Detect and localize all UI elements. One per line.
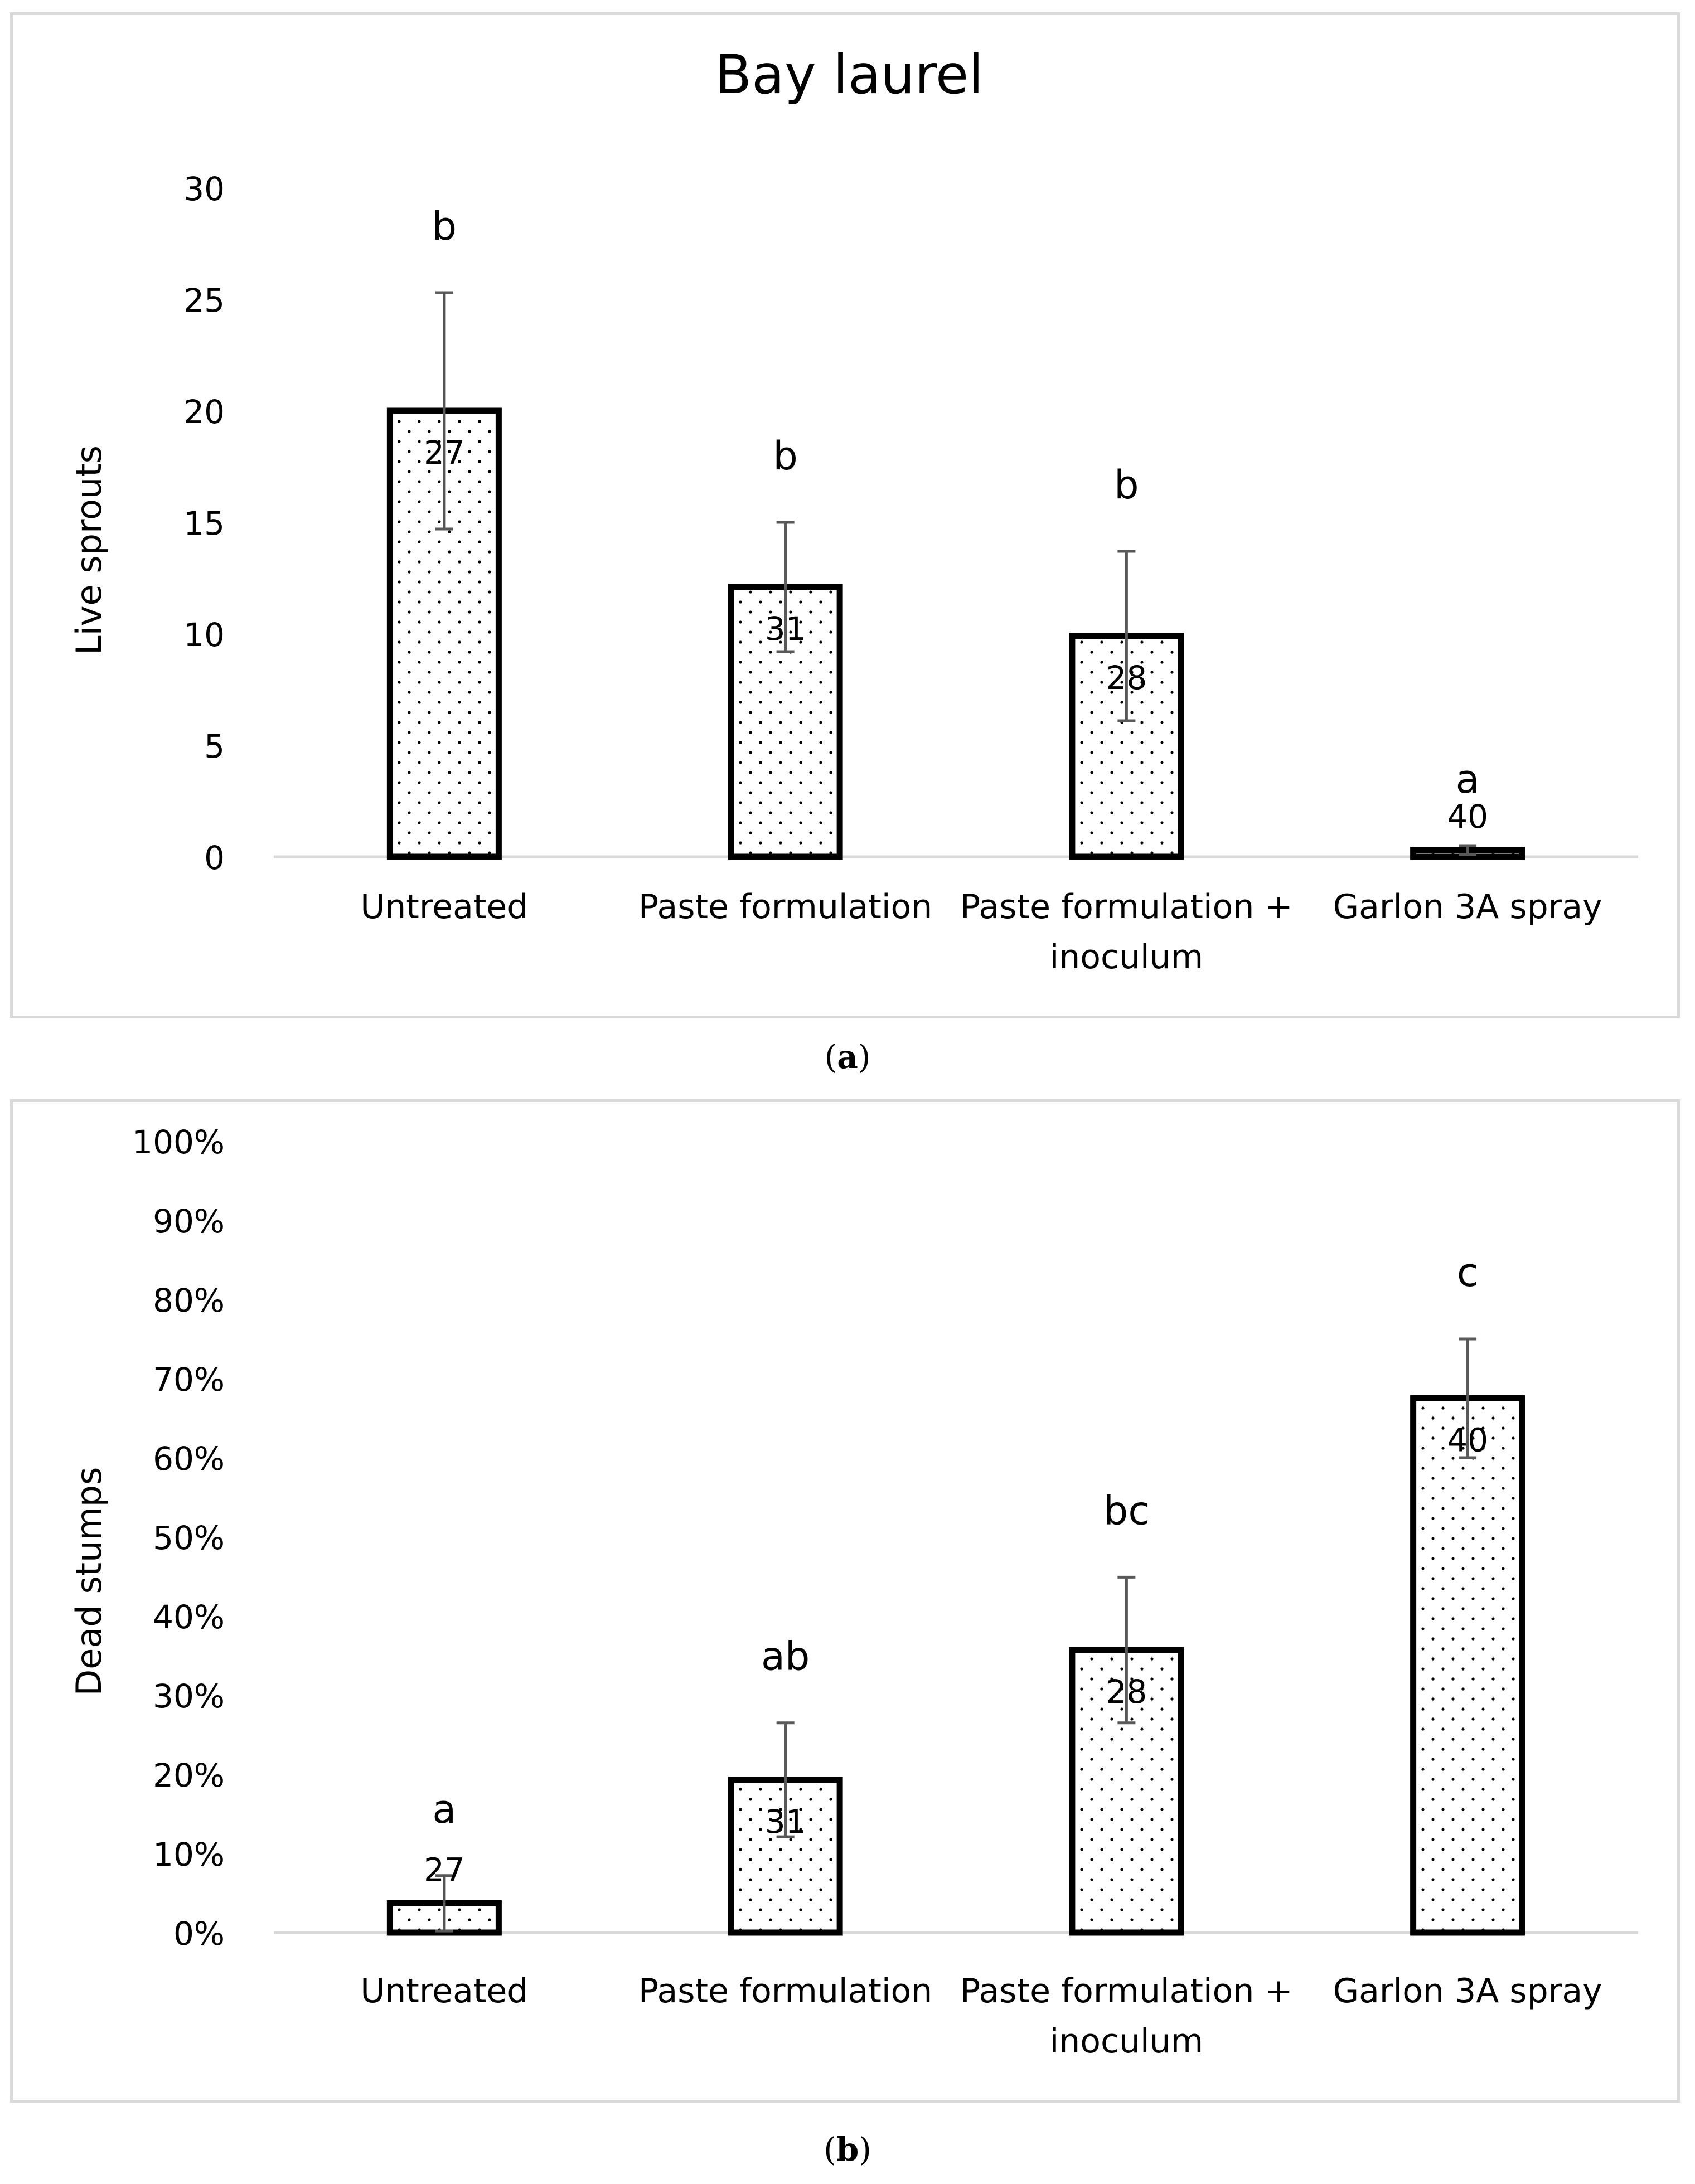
y-tick-label: 20%: [153, 1756, 225, 1794]
y-tick-label: 30%: [153, 1677, 225, 1715]
significance-letter: b: [432, 203, 457, 249]
sample-size-label: 27: [424, 1851, 465, 1889]
sample-size-label: 31: [765, 610, 806, 648]
x-tick-label: Garlon 3A spray: [1333, 887, 1602, 926]
chart-b-svg: Dead stumps 0% 10% 20% 30% 40% 50% 60% 70% 80% 90%…: [69, 1123, 1638, 2061]
sample-size-label: 27: [424, 434, 465, 472]
bar: [728, 1777, 843, 1936]
significance-letter: b: [1114, 462, 1139, 508]
sample-size-label: 40: [1447, 798, 1488, 836]
y-tick-label: 0: [204, 839, 225, 877]
y-tick-label: 20: [183, 393, 225, 431]
significance-letter: a: [432, 1787, 456, 1832]
y-tick-label: 25: [183, 282, 225, 319]
sample-size-label: 31: [765, 1803, 806, 1841]
y-tick-label: 40%: [153, 1598, 225, 1636]
x-tick-label: Garlon 3A spray: [1333, 1972, 1602, 2011]
y-tick-label: 5: [204, 727, 225, 765]
x-tick-label: inoculum: [1050, 2022, 1204, 2061]
chart-title: Bay laurel: [715, 43, 983, 106]
chart-panel-b: Dead stumps 0% 10% 20% 30% 40% 50% 60% 70% 80% 90%…: [10, 1099, 1680, 2103]
y-tick-label: 10: [183, 616, 225, 654]
sample-size-label: 28: [1106, 1673, 1147, 1711]
chart-panel-a: Bay laurel Live sprouts 0 5 10 15 20 25 30 27 b Unt…: [10, 12, 1680, 1018]
y-axis-label: Dead stumps: [69, 1467, 109, 1696]
y-tick-label: 30: [183, 170, 225, 208]
significance-letter: a: [1456, 756, 1480, 802]
y-tick-label: 50%: [153, 1519, 225, 1557]
y-tick-label: 70%: [153, 1361, 225, 1399]
x-tick-label: Untreated: [360, 1972, 528, 2011]
y-tick-label: 0%: [173, 1915, 225, 1953]
y-tick-label: 100%: [132, 1123, 225, 1161]
x-tick-label: Paste formulation +: [960, 1972, 1293, 2011]
y-tick-label: 60%: [153, 1440, 225, 1478]
x-tick-label: Untreated: [360, 887, 528, 926]
sample-size-label: 40: [1447, 1421, 1488, 1459]
significance-letter: b: [773, 433, 797, 479]
y-axis-label: Live sprouts: [69, 445, 109, 655]
x-tick-label: inoculum: [1050, 938, 1204, 977]
y-tick-label: 90%: [153, 1202, 225, 1240]
y-tick-label: 80%: [153, 1282, 225, 1319]
significance-letter: c: [1457, 1250, 1479, 1295]
y-tick-label: 15: [183, 504, 225, 542]
significance-letter: bc: [1103, 1488, 1150, 1533]
x-tick-label: Paste formulation: [638, 887, 932, 926]
caption-a: (a): [824, 1038, 871, 1076]
x-tick-label: Paste formulation +: [960, 887, 1293, 926]
bar: [1410, 1395, 1526, 1936]
x-tick-label: Paste formulation: [638, 1972, 932, 2011]
chart-a-svg: Bay laurel Live sprouts 0 5 10 15 20 25 30 27 b Unt…: [69, 43, 1638, 977]
y-tick-label: 10%: [153, 1836, 225, 1874]
significance-letter: ab: [761, 1634, 810, 1680]
caption-b: (b): [824, 2130, 871, 2168]
sample-size-label: 28: [1106, 659, 1147, 697]
